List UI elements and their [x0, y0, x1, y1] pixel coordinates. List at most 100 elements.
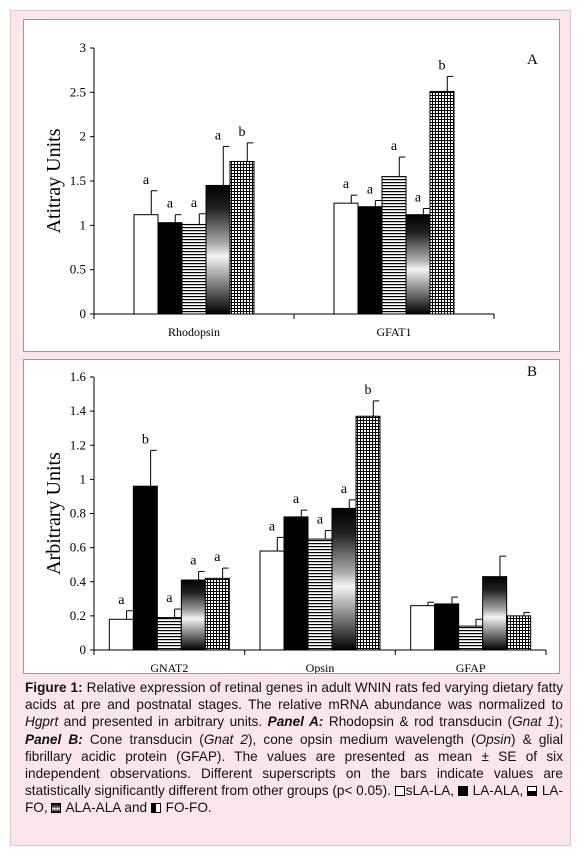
significance-letter: a — [143, 173, 150, 188]
y-tick-label: 0.5 — [70, 262, 86, 277]
y-tick-label: 1.6 — [70, 369, 87, 384]
bar-lafo — [307, 538, 333, 651]
y-tick-label: 0 — [80, 642, 87, 657]
y-axis-label: Atitray Units — [43, 128, 65, 233]
bar-slala — [259, 550, 285, 651]
legend-label-lafo: LA-FO, — [25, 783, 564, 816]
caption-text-4: ); — [554, 714, 563, 730]
significance-letter: a — [190, 554, 197, 569]
significance-letter: b — [239, 125, 246, 140]
bar-alaala — [405, 214, 431, 315]
caption-panel-b: Panel B: — [25, 731, 83, 747]
bar-laala — [434, 603, 460, 651]
bar-slala — [410, 605, 436, 651]
y-tick-label: 1 — [80, 471, 87, 486]
significance-letter: b — [142, 432, 149, 447]
figure-caption: Figure 1: Relative expression of retinal… — [25, 679, 563, 817]
significance-letter: a — [391, 139, 398, 154]
significance-letter: a — [118, 593, 125, 608]
bar-alaala — [180, 579, 206, 651]
legend-swatch-lafo — [527, 786, 538, 797]
y-tick-label: 0.8 — [70, 506, 86, 521]
significance-letter: a — [343, 177, 350, 192]
y-tick-label: 0.2 — [70, 608, 86, 623]
bar-alaala — [482, 576, 508, 651]
significance-letter: a — [415, 190, 422, 205]
legend-swatch-slala — [394, 786, 405, 797]
bar-alaala — [331, 507, 357, 651]
bar-lafo — [458, 625, 484, 651]
y-tick-label: 1 — [80, 217, 87, 232]
bar-lafo — [381, 176, 407, 315]
bar-slala — [133, 214, 159, 315]
y-tick-label: 0.4 — [70, 574, 87, 589]
bar-fofo — [229, 160, 255, 315]
caption-panel-a: Panel A: — [267, 714, 324, 730]
significance-letter: a — [166, 591, 173, 606]
legend-label-alaala: ALA-ALA and — [62, 800, 148, 816]
legend-label-fofo: FO-FO. — [161, 800, 212, 816]
y-tick-label: 1.4 — [70, 403, 87, 418]
panel-b-svg: 0 0.2 0.4 0.6 0.8 1 1.2 1.4 1.6 Arbitrary Units Ba… — [43, 364, 547, 673]
bar-fofo — [355, 415, 381, 651]
legend-swatch-alaala — [51, 803, 62, 814]
y-tick-label: 1.2 — [70, 437, 86, 452]
caption-hgprt: Hgprt — [25, 714, 59, 730]
caption-text-6: ), cone opsin medium wavelength ( — [247, 731, 476, 747]
significance-letter: a — [317, 513, 324, 528]
bar-laala — [357, 206, 383, 315]
bar-fofo — [429, 90, 455, 315]
bar-fofo — [204, 577, 230, 651]
legend-label-slala: sLA-LA, — [405, 783, 455, 799]
panel-a-svg: 0 0.5 1 1.5 2 2.5 3 Atitray Units Aa a a a b Rhodopsi… — [43, 40, 538, 339]
caption-text-5: Cone transducin ( — [82, 731, 204, 747]
bar-fofo — [506, 615, 532, 651]
panel-label: B — [527, 364, 537, 380]
caption-text-1: Relative expression of retinal genes in … — [25, 680, 563, 713]
y-tick-label: 2 — [80, 129, 87, 144]
y-tick-label: 1.5 — [70, 173, 86, 188]
y-tick-label: 2.5 — [70, 84, 86, 99]
significance-letter: a — [293, 492, 300, 507]
significance-letter: a — [167, 197, 174, 212]
caption-gnat2: Gnat 2 — [203, 731, 248, 747]
bar-lafo — [181, 223, 207, 315]
x-tick-label: GFAT1 — [376, 325, 411, 339]
legend-label-laala: LA-ALA, — [468, 783, 524, 799]
bar-alaala — [205, 184, 231, 315]
caption-opsin: Opsin — [475, 731, 512, 747]
significance-letter: b — [365, 383, 372, 398]
bar-laala — [157, 222, 183, 315]
caption-text-2: and presented in arbitrary units. — [58, 714, 268, 730]
significance-letter: a — [214, 550, 221, 565]
legend-swatch-fofo — [150, 803, 161, 814]
significance-letter: a — [269, 519, 276, 534]
caption-gnat1: Gnat 1 — [512, 714, 555, 730]
caption-text-3: Rhodopsin & rod transducin ( — [323, 714, 513, 730]
bar-slala — [108, 618, 134, 651]
significance-letter: a — [341, 482, 348, 497]
y-tick-label: 0 — [80, 306, 87, 321]
y-tick-label: 3 — [80, 40, 87, 55]
x-tick-label: GNAT2 — [150, 661, 188, 673]
significance-letter: a — [215, 128, 222, 143]
bar-laala — [283, 516, 309, 651]
bar-slala — [333, 202, 359, 315]
significance-letter: a — [367, 183, 374, 198]
y-axis-label: Arbitrary Units — [43, 452, 65, 575]
caption-figure-label: Figure 1: — [25, 680, 83, 695]
bar-lafo — [156, 617, 182, 651]
x-tick-label: Rhodopsin — [168, 325, 220, 339]
significance-letter: a — [191, 196, 198, 211]
y-tick-label: 0.6 — [70, 540, 87, 555]
caption-text-7: ) & glial fibrillary acidic protein (GFA… — [25, 731, 564, 799]
significance-letter: b — [439, 58, 446, 73]
bar-laala — [132, 485, 158, 651]
legend-swatch-laala — [457, 786, 468, 797]
x-tick-label: Opsin — [306, 661, 335, 673]
panel-label: A — [527, 52, 538, 68]
x-tick-label: GFAP — [456, 661, 486, 673]
